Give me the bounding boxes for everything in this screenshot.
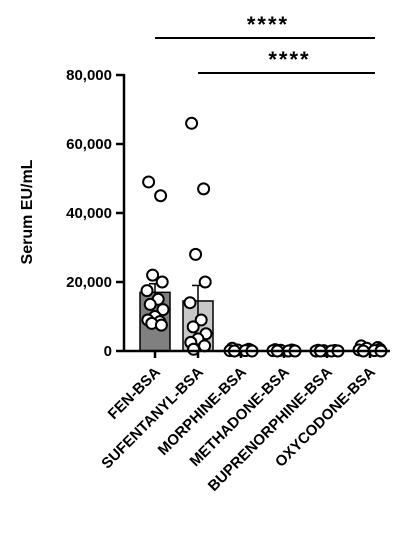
data-point [154,189,168,203]
data-point [194,313,208,327]
y-axis: 0 20,000 40,000 60,000 80,000 [66,67,126,360]
data-point [146,268,160,282]
data-point [143,297,157,311]
y-tick-label: 40,000 [66,205,112,222]
y-tick-label: 60,000 [66,136,112,153]
data-point [185,116,199,130]
significance-label: **** [247,12,289,37]
x-axis: FEN-BSASUFENTANYL-BSAMORPHINE-BSAMETHADO… [98,349,390,495]
data-point [154,318,168,332]
data-point [156,303,170,317]
data-point [198,339,212,353]
data-point [186,320,200,334]
data-point [155,275,169,289]
significance-brackets: **** **** [155,12,375,74]
data-point [189,247,203,261]
data-points [140,116,388,358]
data-point [183,296,197,310]
significance-label: **** [268,47,310,72]
bars [139,282,386,352]
data-point [140,284,154,298]
y-axis-label: Serum EU/mL [19,159,36,264]
y-tick-label: 80,000 [66,67,112,84]
y-tick-label: 20,000 [66,274,112,291]
y-tick-label: 0 [104,343,112,360]
data-point [197,182,211,196]
data-point [142,175,156,189]
data-point [198,275,212,289]
